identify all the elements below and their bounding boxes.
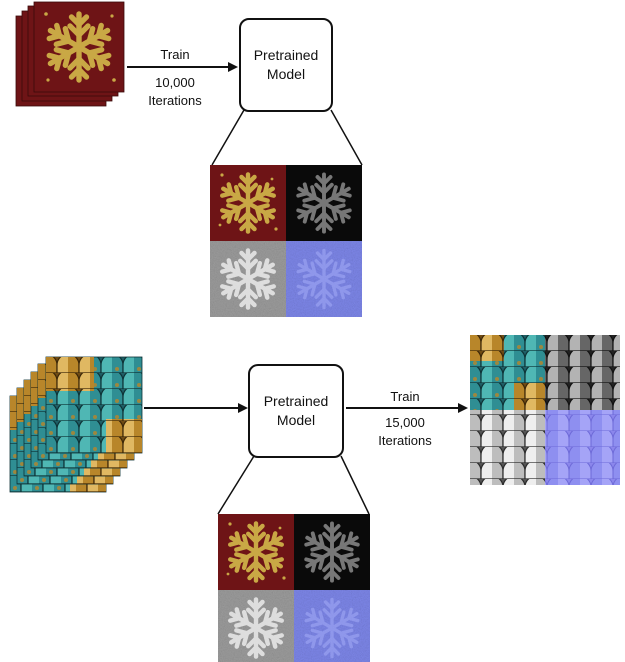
train-label-line1: Train — [160, 47, 190, 62]
train-label-stage1: Train — [130, 46, 220, 64]
model-label-line2: Model — [276, 412, 316, 428]
zoom-line-right-stage1 — [330, 109, 363, 166]
model-label-line2: Model — [266, 66, 306, 82]
input-texture-stack-snowflake — [16, 2, 124, 106]
iterations-count: 15,000 — [385, 415, 425, 430]
iterations-label-stage1: 10,000 Iterations — [130, 74, 220, 110]
iterations-label-stage2: 15,000 Iterations — [360, 414, 450, 450]
model-label-line1: Pretrained — [253, 47, 319, 63]
model-label-line1: Pretrained — [263, 393, 329, 409]
train-label-line1: Train — [390, 389, 420, 404]
input-texture-stack-scales — [9, 356, 143, 493]
zoom-line-left-stage2 — [217, 455, 255, 515]
finetuned-texture-maps-scales — [470, 335, 620, 485]
pretrained-texture-maps-stage2 — [218, 514, 370, 662]
zoom-line-left-stage1 — [211, 109, 245, 166]
zoom-line-right-stage2 — [340, 455, 370, 515]
pretrained-model-box-stage1: Pretrained Model — [239, 18, 333, 112]
pretrained-model-box-stage2: Pretrained Model — [248, 364, 344, 458]
iterations-word: Iterations — [148, 93, 202, 108]
iterations-word: Iterations — [378, 433, 432, 448]
train-label-stage2: Train — [360, 388, 450, 406]
iterations-count: 10,000 — [155, 75, 195, 90]
pretrained-texture-maps-stage1 — [210, 165, 362, 317]
